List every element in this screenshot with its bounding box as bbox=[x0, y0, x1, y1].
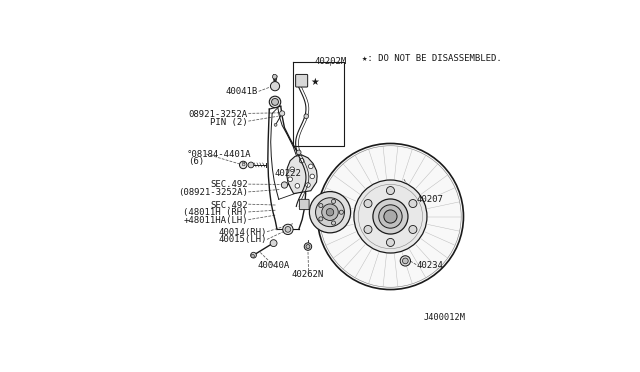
Text: °08184-4401A: °08184-4401A bbox=[186, 150, 251, 158]
Text: 40222: 40222 bbox=[275, 169, 301, 178]
Circle shape bbox=[364, 199, 372, 208]
Circle shape bbox=[285, 227, 291, 232]
Circle shape bbox=[273, 74, 277, 79]
Circle shape bbox=[304, 114, 308, 119]
Text: ★: DO NOT BE DISASSEMBLED.: ★: DO NOT BE DISASSEMBLED. bbox=[362, 54, 502, 64]
Circle shape bbox=[332, 221, 335, 225]
Text: 40040A: 40040A bbox=[257, 261, 290, 270]
Circle shape bbox=[384, 210, 397, 223]
FancyBboxPatch shape bbox=[296, 74, 308, 87]
Circle shape bbox=[308, 164, 313, 169]
Circle shape bbox=[409, 225, 417, 234]
Circle shape bbox=[295, 183, 300, 188]
Circle shape bbox=[300, 158, 304, 163]
Circle shape bbox=[251, 252, 257, 258]
Circle shape bbox=[288, 177, 292, 182]
Text: 40202M: 40202M bbox=[314, 57, 346, 66]
Circle shape bbox=[387, 238, 394, 247]
Circle shape bbox=[290, 167, 294, 171]
Circle shape bbox=[326, 208, 333, 216]
Circle shape bbox=[400, 256, 410, 266]
Circle shape bbox=[239, 161, 247, 169]
Text: (48011H (RH): (48011H (RH) bbox=[183, 208, 248, 217]
Text: 40262N: 40262N bbox=[292, 270, 324, 279]
Text: PIN (2): PIN (2) bbox=[210, 118, 248, 127]
Text: SEC.492: SEC.492 bbox=[210, 180, 248, 189]
Text: 40041B: 40041B bbox=[225, 87, 258, 96]
Circle shape bbox=[354, 180, 427, 253]
Text: (6): (6) bbox=[189, 157, 205, 166]
Circle shape bbox=[306, 244, 310, 248]
Circle shape bbox=[379, 205, 402, 228]
Circle shape bbox=[282, 182, 287, 188]
Circle shape bbox=[387, 186, 394, 195]
Circle shape bbox=[409, 199, 417, 208]
Circle shape bbox=[332, 199, 335, 203]
Circle shape bbox=[373, 199, 408, 234]
Circle shape bbox=[316, 198, 344, 227]
Circle shape bbox=[306, 183, 310, 187]
Circle shape bbox=[309, 192, 351, 233]
Text: 40015(LH): 40015(LH) bbox=[218, 235, 266, 244]
Circle shape bbox=[310, 174, 314, 179]
Circle shape bbox=[248, 162, 254, 168]
Circle shape bbox=[322, 204, 339, 221]
Circle shape bbox=[274, 124, 277, 126]
Text: (08921-3252A): (08921-3252A) bbox=[178, 188, 248, 197]
Circle shape bbox=[403, 258, 408, 264]
Circle shape bbox=[271, 99, 278, 105]
Circle shape bbox=[339, 210, 344, 214]
Circle shape bbox=[270, 240, 277, 247]
Circle shape bbox=[319, 217, 323, 221]
Circle shape bbox=[280, 111, 285, 116]
Circle shape bbox=[319, 203, 323, 208]
FancyBboxPatch shape bbox=[300, 199, 309, 210]
Circle shape bbox=[269, 96, 281, 108]
Circle shape bbox=[304, 243, 312, 250]
Text: 40234: 40234 bbox=[417, 261, 444, 270]
Text: 40207: 40207 bbox=[417, 195, 444, 204]
Text: B: B bbox=[241, 163, 245, 167]
Text: ★: ★ bbox=[311, 77, 319, 87]
Text: 40014(RH): 40014(RH) bbox=[218, 228, 266, 237]
Circle shape bbox=[317, 144, 463, 289]
Text: 08921-3252A: 08921-3252A bbox=[189, 110, 248, 119]
Circle shape bbox=[364, 225, 372, 234]
Text: +48011HA(LH): +48011HA(LH) bbox=[183, 216, 248, 225]
Circle shape bbox=[251, 254, 254, 258]
Circle shape bbox=[271, 81, 280, 91]
Circle shape bbox=[283, 224, 293, 235]
Text: J400012M: J400012M bbox=[424, 314, 465, 323]
Text: SEC.492: SEC.492 bbox=[210, 201, 248, 209]
Polygon shape bbox=[287, 155, 317, 193]
Circle shape bbox=[296, 150, 301, 155]
